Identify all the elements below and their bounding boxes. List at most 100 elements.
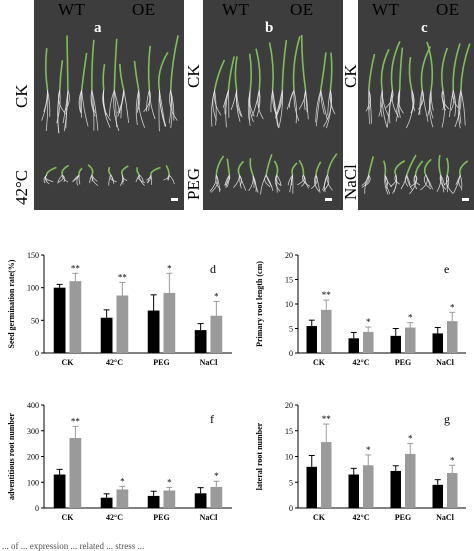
y-axis-label: Seed germination rate(%) [7, 259, 16, 348]
seedling-shoot [460, 43, 471, 91]
panel-letter: g [444, 412, 450, 426]
seedling-shoot [414, 160, 424, 176]
seedling [400, 154, 417, 191]
seedling-shoot [249, 158, 254, 176]
y-tick-label: 15 [285, 276, 293, 285]
seedling-root [278, 89, 283, 129]
seedling [441, 47, 450, 128]
significance-mark: ** [118, 272, 128, 282]
col-header-wt-b: WT [222, 0, 250, 19]
x-tick-label: NaCl [200, 358, 219, 367]
seedling [233, 160, 247, 191]
seedling-root [159, 89, 166, 127]
significance-mark: ** [71, 263, 81, 273]
row-label-peg: PEG [184, 167, 203, 200]
bar-oe [363, 331, 374, 353]
bar-wt [53, 287, 66, 353]
y-axis-label: lateral root number [255, 422, 264, 490]
seedlings-a [41, 35, 179, 187]
seedling-root [271, 89, 278, 117]
y-tick-label: 400 [27, 401, 39, 410]
seedling-root [137, 89, 141, 111]
seedling-shoot [420, 46, 432, 91]
x-tick-label: 42°C [353, 513, 370, 522]
bar-oe [116, 489, 129, 508]
seedling [209, 155, 225, 193]
seedling-root [213, 89, 222, 116]
seedling-shoot [315, 161, 322, 176]
seedling-shoot [80, 52, 88, 91]
seedling-shoot [319, 52, 327, 91]
bar-wt [194, 330, 207, 353]
seedling-root [230, 89, 238, 111]
seedling-root [315, 174, 321, 193]
seedling-root [47, 89, 51, 117]
seedling-root [441, 89, 450, 110]
y-tick-label: 15 [285, 427, 293, 436]
seedling-root [446, 174, 449, 193]
chart-f: 0 100 200 300 400 adventitious root number f **… [0, 395, 240, 530]
seedling-root [235, 89, 241, 122]
seedling-shoot [136, 167, 141, 176]
seedling [133, 60, 146, 128]
x-tick-label: PEG [153, 513, 169, 522]
seedling-root [252, 174, 257, 193]
seedling-root [78, 174, 81, 185]
y-axis-label: adventitious root number [7, 413, 16, 500]
significance-mark: * [366, 445, 371, 455]
chart-d: 0 50 100 150 Seed germination rate(%) d ** CK **… [0, 245, 240, 375]
seedling [62, 35, 70, 132]
y-tick-label: 5 [289, 478, 293, 487]
y-tick-label: 0 [35, 349, 39, 358]
seedling-root [454, 89, 462, 128]
seedling [443, 157, 454, 195]
seedling [102, 64, 111, 128]
seedling-root [418, 89, 423, 115]
seedling [119, 165, 129, 186]
seedling-root [239, 174, 242, 189]
seedling [426, 41, 434, 128]
seedling-root [458, 174, 462, 188]
seedling-root [443, 174, 449, 186]
seedling-root [110, 174, 115, 184]
seedling-root [365, 89, 371, 112]
seedling-shoot [281, 39, 288, 91]
figure-caption: ... of ... expression ... related ... st… [2, 541, 145, 551]
seedling-root [43, 89, 48, 112]
bar-oe [163, 292, 176, 353]
seedling-root [314, 174, 320, 192]
seedling-root [81, 89, 89, 127]
seedling-root [325, 89, 332, 129]
bar-wt [100, 317, 113, 353]
seedling [248, 158, 259, 193]
x-tick-label: PEG [395, 358, 411, 367]
seedling [78, 52, 89, 127]
seedling-root [167, 174, 170, 181]
seedling [230, 56, 243, 122]
bar-wt [100, 497, 113, 508]
seedling-root [210, 174, 219, 193]
seedling [454, 43, 471, 129]
seedling-root [41, 89, 48, 121]
seedling [251, 48, 264, 120]
seedling-root [148, 89, 156, 120]
panel-letter-b: b [265, 20, 274, 36]
seedling-root [409, 174, 417, 195]
y-tick-label: 10 [285, 300, 293, 309]
seedling-shoot [61, 164, 70, 176]
seedling-shoot [268, 42, 274, 91]
significance-mark: * [167, 477, 172, 487]
seedling-root [394, 174, 400, 185]
seedling-root [305, 89, 309, 120]
seedling-shoot [326, 153, 338, 176]
seedling-root [135, 174, 140, 183]
seedling-root [460, 89, 466, 126]
seedling-shoot [102, 64, 106, 91]
bar-wt [53, 474, 66, 508]
seedling-root [57, 174, 64, 183]
x-tick-label: NaCl [200, 513, 219, 522]
seedling-root [248, 89, 254, 123]
photo-panel-c: c [358, 0, 474, 210]
seedling [143, 45, 156, 120]
seedling [268, 42, 279, 128]
